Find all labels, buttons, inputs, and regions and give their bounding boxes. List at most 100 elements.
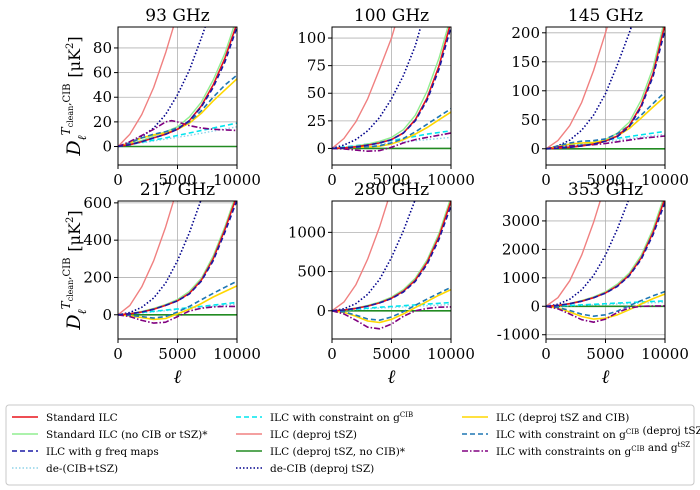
x-axis-label: ℓ [388,366,396,388]
y-tick-label: 200 [83,268,112,286]
panel-title: 93 GHz [145,6,209,26]
series-line [118,119,237,148]
y-axis-label: DℓTclean,CIB[μK2] [59,210,89,330]
x-tick-label: 0 [113,171,123,189]
y-tick-label: 150 [511,53,540,71]
x-tick-label: 0 [541,171,551,189]
series-group [118,27,237,148]
y-tick-label: 100 [511,82,540,100]
series-line [546,290,665,318]
legend-entry: de-(CIB+tSZ) [12,463,118,475]
series-line [118,201,237,316]
y-tick-label: 0 [316,139,326,157]
series-line [118,27,235,148]
x-tick-label: 0 [327,345,337,363]
series-group [332,27,451,152]
series-group [546,27,665,150]
series-line [332,132,451,152]
y-tick-label: 1000 [288,223,326,241]
panel-1: 0 5000 10000 0 25 50 75 100 100 GHz [297,6,475,189]
x-tick-label: 10000 [641,171,689,189]
x-tick-label: 0 [327,171,337,189]
x-tick-label: 10000 [427,345,475,363]
series-line [332,286,451,322]
legend-entry: ILC with constraints on gCIB and gtSZ [462,441,690,458]
y-tick-label: 200 [511,24,540,42]
series-line [546,135,665,150]
panel-4: 0 5000 10000 0 500 1000 280 GHz ℓ [288,180,475,388]
y-tick-label: 75 [307,57,326,75]
x-tick-label: 0 [541,345,551,363]
x-tick-label: 5000 [586,345,624,363]
x-tick-label: 5000 [372,171,410,189]
legend-entry: Standard ILC [12,412,118,424]
series-line [118,74,237,148]
x-axis-label: ℓ [174,366,182,388]
legend-entry: ILC with constraint on gCIB [236,411,413,424]
panel-title: 353 GHz [568,180,643,200]
series-line [118,126,237,148]
x-tick-label: 10000 [213,345,261,363]
panel-3: 0 5000 10000 0 200 400 600 217 GHz ℓ DℓTclean,CIB… [59,180,261,388]
legend-entry: Standard ILC (no CIB or tSZ)* [12,429,208,441]
series-line [332,288,451,324]
series-line [546,27,633,150]
series-line [546,201,601,307]
series-line [118,27,206,148]
legend-label: ILC with constraint on gCIB (deproj tSZ) [496,425,700,441]
series-line [546,202,665,308]
series-line [546,27,608,150]
series-line [118,201,175,316]
legend-label: Standard ILC [46,412,118,424]
legend-label: ILC (deproj tSZ and CIB) [496,412,629,424]
series-group [118,201,237,324]
grid [117,201,238,339]
y-tick-label: 80 [93,39,112,57]
legend-label: ILC with constraint on gCIB [270,411,413,424]
x-tick-label: 10000 [427,171,475,189]
x-tick-label: 0 [113,345,123,363]
series-line [546,305,665,324]
y-tick-label: 40 [93,88,112,106]
x-tick-label: 5000 [158,345,196,363]
series-line [118,305,237,324]
y-tick-label: 0 [530,297,540,315]
legend-label: ILC with constraints on gCIB and gtSZ [496,441,690,458]
x-tick-label: 5000 [158,171,196,189]
legend-label: ILC (deproj tSZ, no CIB)* [270,446,406,458]
y-tick-label: -1000 [497,326,540,344]
panel-0: 0 5000 10000 0 20 40 60 80 93 GHz DℓTclean,CIB[μK… [59,6,261,189]
y-tick-label: 0 [102,138,112,156]
y-tick-label: 0 [530,140,540,158]
series-line [118,280,237,319]
legend-label: de-(CIB+tSZ) [46,463,118,475]
y-tick-label: 600 [83,194,112,212]
legend-entry: ILC (deproj tSZ, no CIB)* [236,446,406,458]
series-line [546,29,665,150]
series-group [332,201,451,330]
legend-entry: ILC (deproj tSZ) [236,429,357,441]
x-tick-label: 10000 [213,171,261,189]
panel-title: 217 GHz [140,180,215,200]
series-line [546,201,630,308]
y-tick-label: 2000 [502,240,540,258]
legend-label: de-CIB (deproj tSZ) [270,463,374,475]
y-tick-label: 0 [102,306,112,324]
y-tick-label: 500 [297,263,326,281]
y-axis-label: DℓTclean,CIB[μK2] [59,36,89,156]
x-tick-label: 5000 [372,345,410,363]
legend-label: ILC (deproj tSZ) [270,429,357,441]
legend-entry: ILC (deproj tSZ and CIB) [462,412,629,424]
series-line [332,201,389,312]
panel-title: 280 GHz [354,180,429,200]
x-axis-label: ℓ [602,366,610,388]
panel-2: 0 5000 10000 0 50 100 150 200 145 GHz [511,6,689,189]
y-tick-label: 50 [307,84,326,102]
legend-box [5,404,695,486]
y-tick-label: 20 [93,113,112,131]
grid [331,201,452,339]
x-tick-label: 10000 [641,345,689,363]
y-tick-label: 3000 [502,212,540,230]
